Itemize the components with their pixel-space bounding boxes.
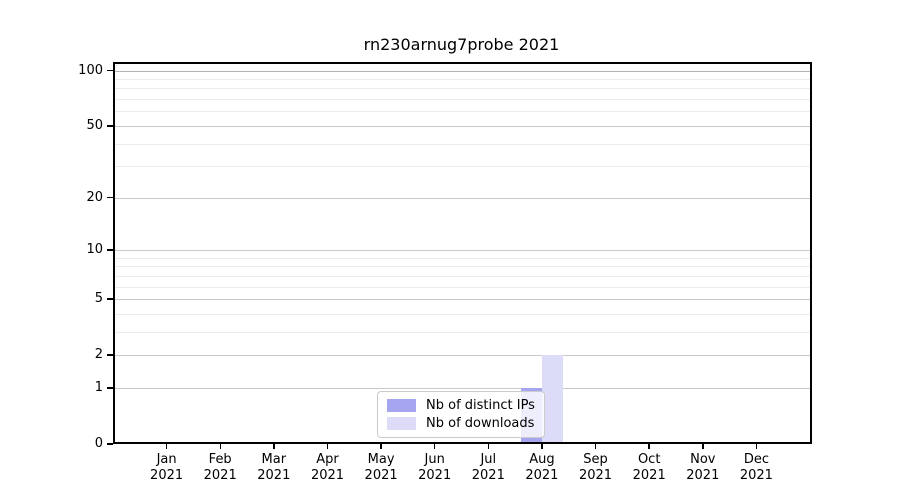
x-tick-label: Feb 2021 [189, 452, 251, 483]
legend-swatch-downloads-icon [387, 417, 416, 431]
x-tick-month: Jun [424, 452, 445, 467]
x-tick [702, 444, 704, 449]
x-tick-month: Jul [480, 452, 497, 467]
y-tick [107, 125, 113, 127]
x-tick-month: Oct [637, 452, 661, 467]
x-tick-label: Nov 2021 [672, 452, 734, 483]
y-tick [107, 354, 113, 356]
x-tick-year: 2021 [632, 467, 666, 483]
x-tick [326, 444, 329, 449]
x-tick-year: 2021 [578, 467, 613, 483]
minor-gridline [113, 313, 810, 315]
x-tick-year: 2021 [150, 467, 184, 483]
x-tick [433, 444, 436, 449]
y-tick-label: 2 [94, 347, 103, 363]
x-tick-month: Jan [156, 452, 177, 467]
y-tick-label: 10 [86, 241, 103, 257]
minor-gridline [113, 257, 810, 259]
x-tick-year: 2021 [203, 467, 237, 483]
x-tick-label: Jul 2021 [457, 452, 519, 483]
legend-label-distinct-ips: Nb of distinct IPs [426, 397, 535, 413]
major-gridline [113, 299, 810, 300]
y-tick-label: 1 [94, 379, 103, 395]
legend-row-distinct-ips: Nb of distinct IPs [387, 398, 535, 413]
x-tick-month: May [367, 452, 395, 467]
major-gridline [113, 70, 810, 72]
x-tick-label: Sep 2021 [565, 452, 627, 483]
bottom-spine [113, 442, 812, 444]
x-tick-label: Jan 2021 [136, 452, 198, 483]
legend-label-downloads: Nb of downloads [426, 416, 535, 432]
minor-gridline [113, 331, 810, 333]
major-gridline [113, 197, 810, 199]
minor-gridline [113, 88, 810, 90]
minor-gridline [113, 275, 810, 277]
x-tick-label: Mar 2021 [243, 452, 305, 483]
x-tick-label: Dec 2021 [725, 452, 787, 483]
legend-swatch-distinct-ips-icon [387, 398, 416, 412]
x-tick-month: Feb [208, 452, 232, 467]
y-tick-label: 100 [78, 62, 103, 78]
x-tick-label: May 2021 [350, 452, 412, 483]
x-tick-year: 2021 [471, 467, 505, 483]
x-tick-year: 2021 [739, 467, 773, 483]
x-tick-month: Mar [261, 452, 287, 467]
x-tick-month: Nov [690, 452, 716, 467]
x-tick [648, 444, 650, 449]
x-tick-month: Aug [529, 452, 555, 467]
x-tick-year: 2021 [525, 467, 559, 483]
x-tick [380, 444, 382, 449]
y-tick-label: 50 [86, 117, 103, 133]
x-tick [273, 444, 275, 449]
x-tick [165, 444, 168, 449]
major-gridline [113, 125, 810, 127]
x-tick-year: 2021 [310, 467, 345, 483]
x-tick-year: 2021 [686, 467, 720, 483]
y-tick [107, 298, 113, 300]
x-tick-month: Sep [583, 452, 608, 467]
bar-downloads [541, 355, 564, 442]
y-tick-label: 0 [94, 436, 103, 451]
minor-gridline [113, 286, 810, 288]
minor-gridline [113, 99, 810, 100]
y-tick [107, 249, 113, 251]
minor-gridline [113, 266, 810, 268]
x-tick-month: Apr [316, 452, 339, 467]
y-tick-label: 20 [86, 189, 103, 205]
x-tick-label: Oct 2021 [618, 452, 680, 483]
major-gridline [113, 249, 810, 251]
top-spine [113, 62, 812, 64]
x-tick-label: Aug 2021 [511, 452, 573, 483]
y-tick [107, 69, 113, 72]
legend: Nb of distinct IPs Nb of downloads [377, 391, 545, 438]
x-tick [594, 444, 597, 449]
chart-title: rn230arnug7probe 2021 [363, 35, 560, 54]
y-tick [107, 196, 113, 199]
x-tick-year: 2021 [418, 467, 452, 483]
x-tick-label: Apr 2021 [297, 452, 359, 483]
x-tick [487, 444, 490, 449]
minor-gridline [113, 78, 810, 80]
minor-gridline [113, 166, 810, 168]
right-spine [810, 62, 812, 444]
x-tick-month: Dec [743, 452, 769, 467]
major-gridline [113, 387, 810, 389]
legend-row-downloads: Nb of downloads [387, 416, 535, 431]
y-tick [107, 387, 113, 389]
major-gridline [113, 355, 810, 357]
y-tick-label: 5 [94, 291, 103, 306]
minor-gridline [113, 111, 810, 113]
y-tick [107, 443, 113, 445]
x-tick-year: 2021 [257, 467, 291, 483]
x-tick-label: Jun 2021 [404, 452, 466, 483]
x-tick [755, 444, 758, 449]
x-tick [219, 444, 221, 449]
x-tick [541, 444, 543, 449]
x-tick-year: 2021 [364, 467, 398, 483]
left-spine [113, 62, 115, 444]
minor-gridline [113, 143, 810, 145]
